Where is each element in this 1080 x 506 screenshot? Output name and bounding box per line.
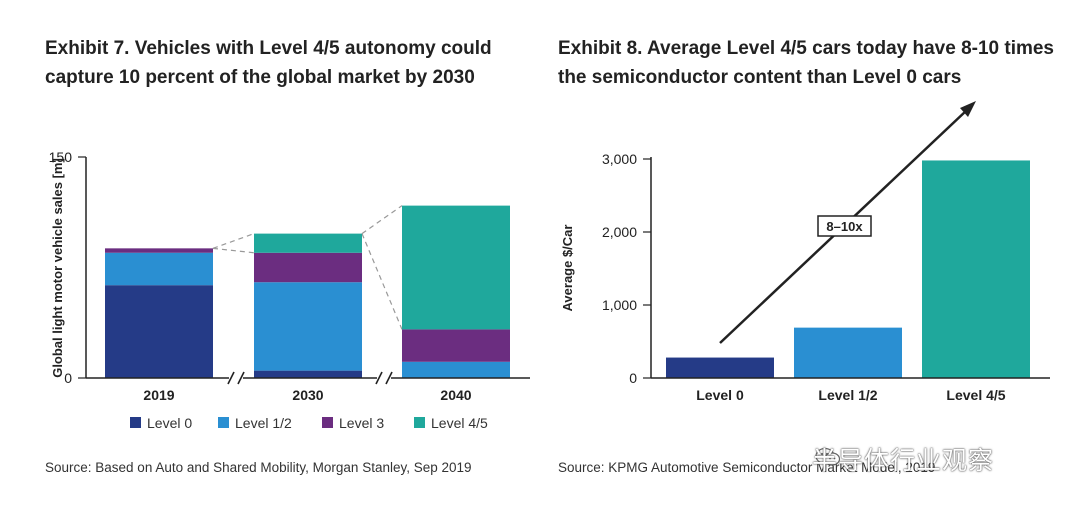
bar-segment-level-1-2-2040 bbox=[402, 361, 510, 378]
left-chart: Global light motor vehicle sales [m] 0 15… bbox=[49, 149, 530, 431]
legend-swatch bbox=[130, 417, 141, 428]
axis-break-gap bbox=[377, 375, 391, 381]
connector-line bbox=[212, 247, 255, 254]
bar-segment-level-1-2-2019 bbox=[105, 252, 213, 286]
wechat-icon bbox=[815, 447, 841, 466]
legend-swatch bbox=[414, 417, 425, 428]
trend-arrow-head bbox=[960, 101, 976, 117]
bar-segment-level-3-2019 bbox=[105, 248, 213, 253]
connector-line bbox=[361, 233, 403, 330]
axis-break-mark bbox=[227, 371, 235, 385]
bar-segment-level-3-2040 bbox=[402, 329, 510, 362]
left-chart-title: Exhibit 7. Vehicles with Level 4/5 auton… bbox=[45, 38, 492, 88]
bar-level-1-2 bbox=[794, 327, 902, 378]
right-source-note: Source: KPMG Automotive Semiconductor Ma… bbox=[558, 460, 936, 475]
axis-break-gap bbox=[229, 375, 243, 381]
right-x-category-label: Level 4/5 bbox=[946, 387, 1005, 403]
right-chart-title: Exhibit 8. Average Level 4/5 cars today … bbox=[558, 38, 1055, 88]
legend-label: Level 3 bbox=[339, 415, 384, 431]
legend-label: Level 1/2 bbox=[235, 415, 292, 431]
bar-segment-level-3-2030 bbox=[254, 252, 362, 283]
bar-segment-level-4-5-2030 bbox=[254, 233, 362, 253]
bar-segment-level-4-5-2040 bbox=[402, 205, 510, 330]
left-x-category-label: 2040 bbox=[440, 387, 471, 403]
connector-line bbox=[212, 233, 255, 249]
bar-segment-level-0-2030 bbox=[254, 370, 362, 378]
legend-swatch bbox=[322, 417, 333, 428]
axis-break-mark bbox=[237, 371, 245, 385]
multiplier-annotation-label: 8–10x bbox=[826, 219, 863, 234]
legend-swatch bbox=[218, 417, 229, 428]
legend-label: Level 0 bbox=[147, 415, 192, 431]
right-chart: Average $/Car 0 1,000 2,000 3,000 Level 0 Le… bbox=[560, 101, 1050, 403]
right-y-tick-label: 3,000 bbox=[602, 151, 637, 167]
watermark-text: 半导体行业观察 bbox=[812, 446, 995, 475]
right-y-tick-label: 2,000 bbox=[602, 224, 637, 240]
left-y-axis-label: Global light motor vehicle sales [m] bbox=[50, 158, 65, 378]
bar-level-4-5 bbox=[922, 160, 1030, 378]
right-y-tick-label: 0 bbox=[629, 370, 637, 386]
left-y-tick-label: 0 bbox=[64, 370, 72, 386]
right-y-axis-label: Average $/Car bbox=[560, 225, 575, 312]
bar-segment-level-1-2-2030 bbox=[254, 282, 362, 371]
right-x-category-label: Level 1/2 bbox=[818, 387, 877, 403]
left-x-category-label: 2019 bbox=[143, 387, 174, 403]
left-y-tick-label: 150 bbox=[49, 149, 73, 165]
legend-label: Level 4/5 bbox=[431, 415, 488, 431]
connector-line bbox=[361, 205, 403, 235]
right-x-category-label: Level 0 bbox=[696, 387, 744, 403]
axis-break-mark bbox=[375, 371, 383, 385]
multiplier-annotation-box bbox=[817, 215, 872, 237]
axis-break-mark bbox=[385, 371, 393, 385]
left-source-note: Source: Based on Auto and Shared Mobilit… bbox=[45, 460, 472, 475]
left-x-category-label: 2030 bbox=[292, 387, 323, 403]
bar-level-0 bbox=[666, 357, 774, 378]
bar-segment-level-0-2019 bbox=[105, 285, 213, 378]
right-y-tick-label: 1,000 bbox=[602, 297, 637, 313]
